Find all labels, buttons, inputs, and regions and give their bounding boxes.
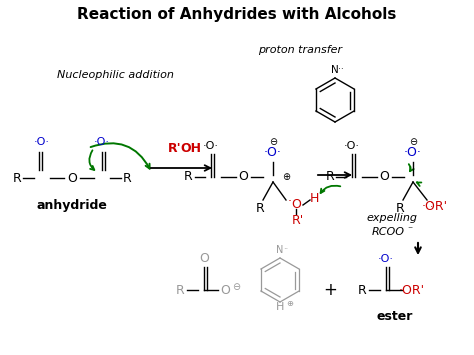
Text: Reaction of Anhydrides with Alcohols: Reaction of Anhydrides with Alcohols	[77, 6, 397, 22]
Text: O: O	[379, 170, 389, 184]
Text: O: O	[220, 284, 230, 296]
Text: ·: ·	[185, 141, 187, 149]
Text: R: R	[123, 171, 131, 185]
Text: ⊖: ⊖	[409, 137, 417, 147]
Text: ⁻: ⁻	[408, 225, 412, 235]
FancyArrowPatch shape	[320, 186, 340, 193]
Text: R': R'	[168, 142, 182, 154]
Text: O: O	[199, 252, 209, 266]
FancyArrowPatch shape	[409, 164, 414, 171]
Text: R: R	[176, 284, 184, 296]
Text: R: R	[357, 284, 366, 296]
Text: ··: ··	[283, 246, 289, 255]
Text: ·OR': ·OR'	[422, 201, 448, 213]
Text: ·O·: ·O·	[344, 141, 360, 151]
Text: ·OR': ·OR'	[399, 284, 425, 296]
FancyArrowPatch shape	[89, 150, 94, 170]
Text: RCOO: RCOO	[372, 227, 404, 237]
Text: ·O·: ·O·	[203, 141, 219, 151]
Text: R: R	[183, 170, 192, 184]
Text: ··: ··	[338, 66, 344, 75]
Text: anhydride: anhydride	[36, 198, 108, 212]
Text: O: O	[67, 171, 77, 185]
Text: Nucleophilic addition: Nucleophilic addition	[56, 70, 173, 80]
Text: ·O·: ·O·	[404, 146, 422, 158]
Text: proton transfer: proton transfer	[258, 45, 342, 55]
Text: ⊕: ⊕	[286, 300, 293, 308]
FancyArrowPatch shape	[91, 143, 150, 169]
Text: ester: ester	[377, 311, 413, 323]
Text: expelling: expelling	[366, 213, 418, 223]
Text: ⊖: ⊖	[269, 137, 277, 147]
Text: R': R'	[292, 213, 304, 226]
Text: H: H	[310, 191, 319, 204]
Text: ·O·: ·O·	[378, 254, 394, 264]
Text: ·O·: ·O·	[264, 146, 282, 158]
Text: N: N	[276, 245, 283, 255]
Text: +: +	[323, 281, 337, 299]
Text: N: N	[331, 65, 339, 75]
Text: H: H	[276, 302, 284, 312]
Text: ·O·: ·O·	[94, 137, 110, 147]
Text: ·O·: ·O·	[34, 137, 50, 147]
Text: OH: OH	[181, 142, 201, 154]
FancyArrowPatch shape	[417, 182, 421, 186]
Text: :: :	[430, 199, 434, 209]
Text: ⊖: ⊖	[232, 282, 240, 292]
Text: R: R	[396, 202, 404, 215]
Text: R: R	[13, 171, 21, 185]
Text: ·: ·	[288, 196, 292, 208]
Text: ⊕: ⊕	[282, 172, 290, 182]
Text: O: O	[291, 198, 301, 212]
Text: R: R	[255, 202, 264, 215]
Text: O: O	[238, 170, 248, 184]
Text: R: R	[326, 170, 334, 184]
